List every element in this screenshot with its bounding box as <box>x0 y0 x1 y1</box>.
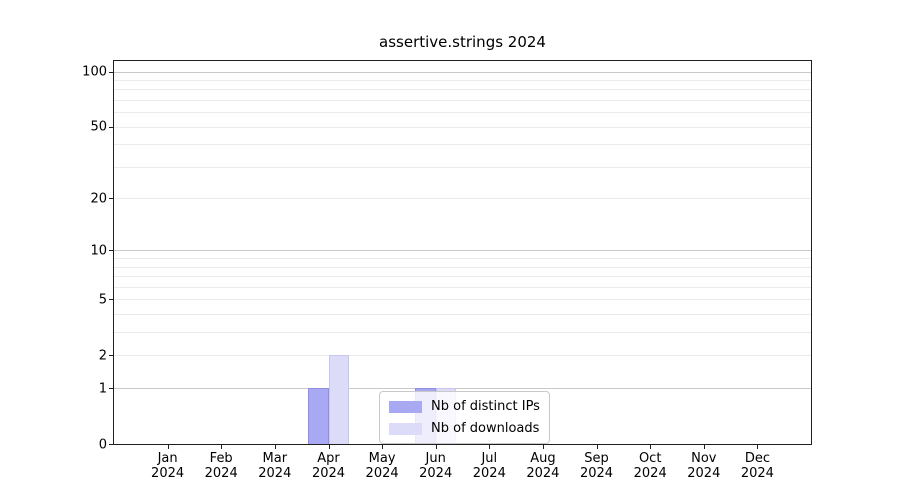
x-tick-month: Nov <box>691 451 717 466</box>
y-axis-tick-label: 1 <box>98 381 107 397</box>
x-tick-year: 2024 <box>687 466 721 481</box>
y-axis-tick-label: 100 <box>82 64 107 80</box>
x-tick-year: 2024 <box>365 466 399 481</box>
x-axis-tick <box>221 445 223 449</box>
x-tick-month: Jan <box>157 451 178 466</box>
x-tick-year: 2024 <box>258 466 292 481</box>
x-axis-tick <box>542 445 544 449</box>
x-axis-tick <box>757 445 759 449</box>
y-gridline-minor <box>114 112 811 114</box>
x-tick-year: 2024 <box>526 466 560 481</box>
y-gridline-minor <box>114 144 811 146</box>
x-axis-tick <box>382 445 384 449</box>
legend-label: Nb of distinct IPs <box>431 399 540 414</box>
x-tick-year: 2024 <box>311 466 346 481</box>
x-tick-year: 2024 <box>419 466 453 481</box>
x-axis-tick-label: Jun 2024 <box>419 451 452 481</box>
legend: Nb of distinct IPs Nb of downloads <box>379 391 550 444</box>
x-tick-month: Mar <box>262 451 288 466</box>
y-gridline-major <box>114 388 811 390</box>
y-gridline-minor <box>114 99 811 101</box>
x-tick-year: 2024 <box>579 466 614 481</box>
x-axis-tick-label: Dec 2024 <box>741 451 774 481</box>
x-tick-month: May <box>368 451 396 466</box>
x-axis-tick-label: Oct 2024 <box>634 451 667 481</box>
y-axis-tick <box>109 71 113 73</box>
x-tick-month: Aug <box>530 451 556 466</box>
legend-label: Nb of downloads <box>431 421 540 436</box>
x-axis-tick <box>328 445 330 449</box>
y-gridline-minor <box>114 299 811 301</box>
x-axis-tick-label: Apr 2024 <box>312 451 345 481</box>
bar <box>328 355 349 444</box>
x-axis-tick <box>703 445 705 449</box>
y-gridline-minor <box>114 276 811 278</box>
y-gridline-minor <box>114 314 811 316</box>
x-tick-month: Sep <box>584 451 609 466</box>
y-gridline-major <box>114 71 811 73</box>
y-gridline-minor <box>114 286 811 288</box>
y-axis-tick <box>109 299 113 301</box>
legend-item: Nb of downloads <box>389 421 540 436</box>
x-axis-tick-label: Jan 2024 <box>151 451 184 481</box>
y-gridline-major <box>114 250 811 252</box>
x-tick-month: Apr <box>317 451 340 466</box>
bar <box>308 388 329 444</box>
y-axis-tick-label: 10 <box>90 243 107 259</box>
x-axis-tick-label: Sep 2024 <box>580 451 613 481</box>
x-tick-year: 2024 <box>740 466 774 481</box>
y-axis-tick-label: 5 <box>98 292 107 308</box>
gridlines-layer <box>114 61 811 444</box>
legend-swatch <box>389 422 422 435</box>
x-tick-year: 2024 <box>151 466 185 481</box>
y-axis-tick-label: 50 <box>90 119 107 135</box>
y-axis-tick <box>109 388 113 390</box>
y-gridline-minor <box>114 126 811 128</box>
y-axis-tick-label: 0 <box>98 437 107 452</box>
x-axis-tick <box>274 445 276 449</box>
y-axis-tick <box>109 126 113 128</box>
y-gridline-minor <box>114 266 811 268</box>
x-axis-tick-label: Nov 2024 <box>687 451 720 481</box>
x-tick-month: Jul <box>481 451 498 466</box>
x-axis-tick <box>489 445 491 449</box>
x-tick-year: 2024 <box>204 466 238 481</box>
y-axis-tick <box>109 198 113 200</box>
legend-swatch <box>389 400 422 413</box>
y-axis-tick <box>109 444 113 445</box>
y-gridline-minor <box>114 89 811 91</box>
y-axis-tick-label: 20 <box>90 191 107 207</box>
y-gridline-minor <box>114 198 811 200</box>
y-gridline-minor <box>114 166 811 168</box>
x-tick-month: Feb <box>209 451 233 466</box>
y-axis-tick <box>109 355 113 357</box>
x-axis-tick-label: Aug 2024 <box>526 451 559 481</box>
x-axis-tick-label: May 2024 <box>366 451 399 481</box>
x-tick-month: Oct <box>638 451 662 466</box>
x-tick-month: Dec <box>744 451 770 466</box>
x-axis-tick <box>167 445 169 449</box>
plot-area: Nb of distinct IPs Nb of downloads <box>113 60 812 445</box>
x-tick-month: Jun <box>425 451 446 466</box>
x-axis-tick-label: Feb 2024 <box>205 451 238 481</box>
y-gridline-minor <box>114 79 811 81</box>
chart-title: assertive.strings 2024 <box>379 33 546 51</box>
x-axis-tick <box>596 445 598 449</box>
x-axis-tick-label: Jul 2024 <box>473 451 506 481</box>
legend-item: Nb of distinct IPs <box>389 399 540 414</box>
y-axis-tick-label: 2 <box>98 348 107 364</box>
y-gridline-minor <box>114 332 811 334</box>
x-axis-tick <box>650 445 652 449</box>
y-gridline-minor <box>114 355 811 357</box>
x-axis-tick-label: Mar 2024 <box>258 451 291 481</box>
x-tick-year: 2024 <box>472 466 506 481</box>
y-gridline-minor <box>114 258 811 260</box>
bars-layer <box>114 61 811 444</box>
x-tick-year: 2024 <box>633 466 667 481</box>
y-axis-tick <box>109 250 113 252</box>
x-axis-tick <box>435 445 437 449</box>
